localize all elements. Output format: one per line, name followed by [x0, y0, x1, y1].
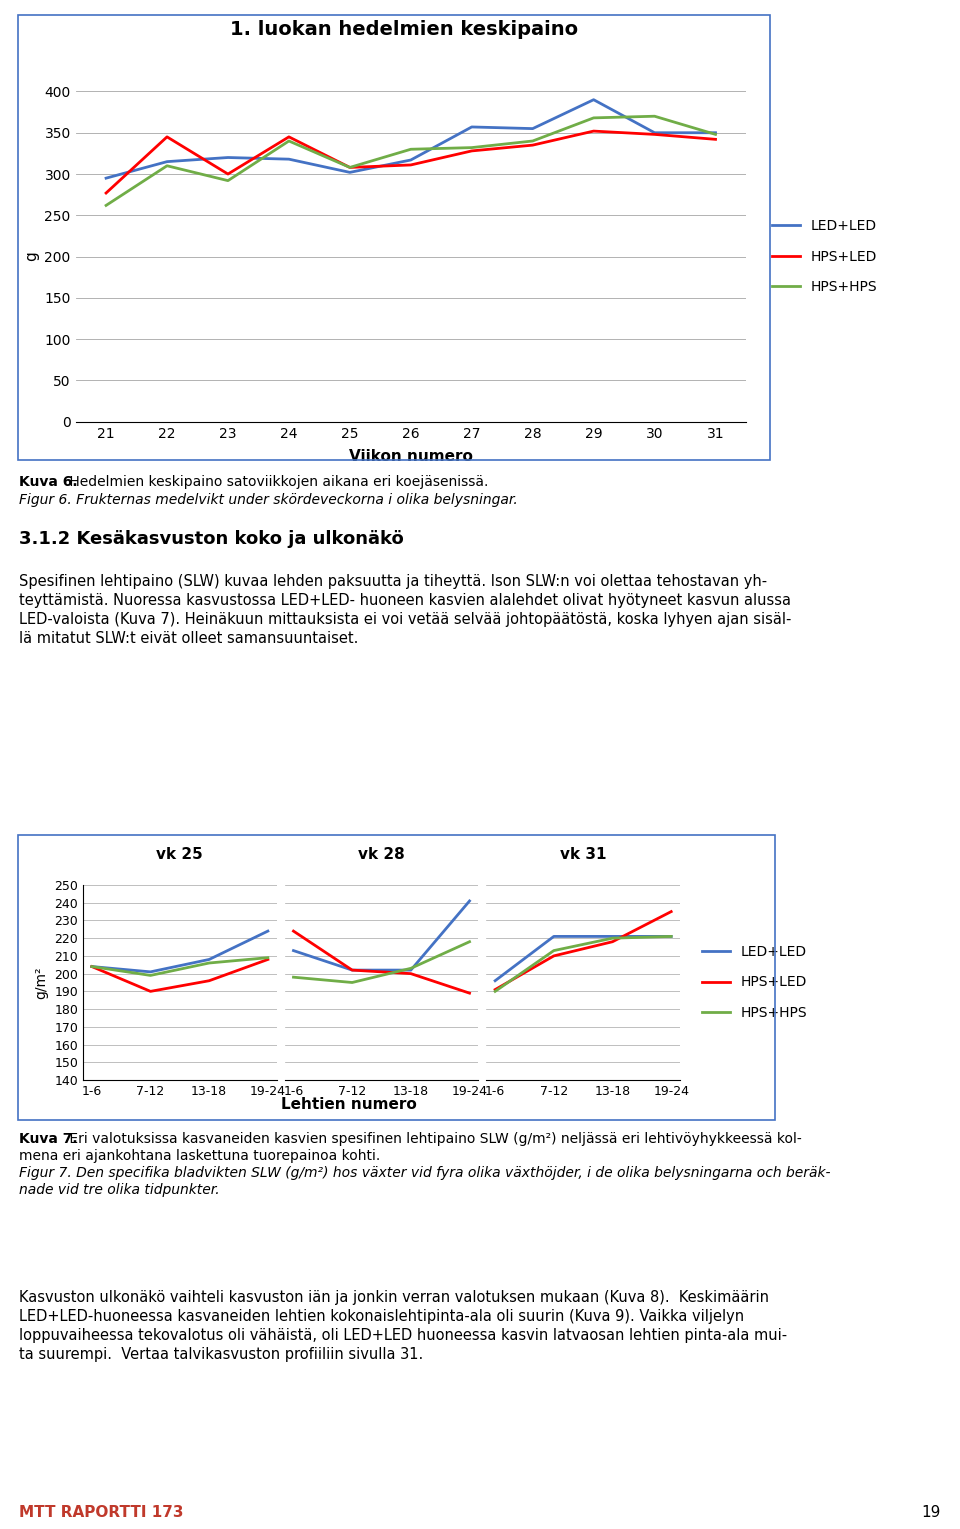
Y-axis label: g/m²: g/m²: [35, 966, 49, 998]
Text: lä mitatut SLW:t eivät olleet samansuuntaiset.: lä mitatut SLW:t eivät olleet samansuunt…: [19, 631, 359, 645]
Text: ta suurempi.  Vertaa talvikasvuston profiiliin sivulla 31.: ta suurempi. Vertaa talvikasvuston profi…: [19, 1347, 423, 1362]
Text: Spesifinen lehtipaino (SLW) kuvaa lehden paksuutta ja tiheyttä. Ison SLW:n voi o: Spesifinen lehtipaino (SLW) kuvaa lehden…: [19, 573, 767, 589]
Legend: LED+LED, HPS+LED, HPS+HPS: LED+LED, HPS+LED, HPS+HPS: [697, 939, 813, 1026]
Text: Kuva 6.: Kuva 6.: [19, 476, 78, 489]
Text: LED+LED-huoneessa kasvaneiden lehtien kokonaislehtipinta-ala oli suurin (Kuva 9): LED+LED-huoneessa kasvaneiden lehtien ko…: [19, 1309, 744, 1324]
X-axis label: Viikon numero: Viikon numero: [348, 450, 472, 463]
Text: teyttämistä. Nuoressa kasvustossa LED+LED- huoneen kasvien alalehdet olivat hyöt: teyttämistä. Nuoressa kasvustossa LED+LE…: [19, 593, 791, 609]
Text: loppuvaiheessa tekovalotus oli vähäistä, oli LED+LED huoneessa kasvin latvaosan : loppuvaiheessa tekovalotus oli vähäistä,…: [19, 1329, 787, 1342]
Text: 1. luokan hedelmien keskipaino: 1. luokan hedelmien keskipaino: [229, 20, 578, 40]
Text: Kasvuston ulkonäkö vaihteli kasvuston iän ja jonkin verran valotuksen mukaan (Ku: Kasvuston ulkonäkö vaihteli kasvuston iä…: [19, 1290, 769, 1304]
Text: Kuva 7.: Kuva 7.: [19, 1131, 78, 1147]
Text: LED-valoista (Kuva 7). Heinäkuun mittauksista ei voi vetää selvää johtopäätöstä,: LED-valoista (Kuva 7). Heinäkuun mittauk…: [19, 612, 792, 627]
Text: nade vid tre olika tidpunkter.: nade vid tre olika tidpunkter.: [19, 1183, 220, 1197]
Text: vk 28: vk 28: [358, 847, 405, 862]
Text: Figur 7. Den specifika bladvikten SLW (g/m²) hos växter vid fyra olika växthöjde: Figur 7. Den specifika bladvikten SLW (g…: [19, 1167, 830, 1180]
Text: Figur 6. Frukternas medelvikt under skördeveckorna i olika belysningar.: Figur 6. Frukternas medelvikt under skör…: [19, 492, 518, 508]
Y-axis label: g: g: [24, 252, 38, 261]
Text: vk 31: vk 31: [560, 847, 607, 862]
Text: Lehtien numero: Lehtien numero: [281, 1096, 417, 1112]
Text: mena eri ajankohtana laskettuna tuorepainoa kohti.: mena eri ajankohtana laskettuna tuorepai…: [19, 1148, 380, 1164]
Text: Eri valotuksissa kasvaneiden kasvien spesifinen lehtipaino SLW (g/m²) neljässä e: Eri valotuksissa kasvaneiden kasvien spe…: [65, 1131, 802, 1147]
Legend: LED+LED, HPS+LED, HPS+HPS: LED+LED, HPS+LED, HPS+HPS: [766, 214, 883, 300]
Text: MTT RAPORTTI 173: MTT RAPORTTI 173: [19, 1505, 183, 1520]
Text: 19: 19: [922, 1505, 941, 1520]
Text: Hedelmien keskipaino satoviikkojen aikana eri koejäsenissä.: Hedelmien keskipaino satoviikkojen aikan…: [65, 476, 489, 489]
Text: 3.1.2 Kesäkasvuston koko ja ulkonäkö: 3.1.2 Kesäkasvuston koko ja ulkonäkö: [19, 531, 404, 547]
Text: vk 25: vk 25: [156, 847, 204, 862]
